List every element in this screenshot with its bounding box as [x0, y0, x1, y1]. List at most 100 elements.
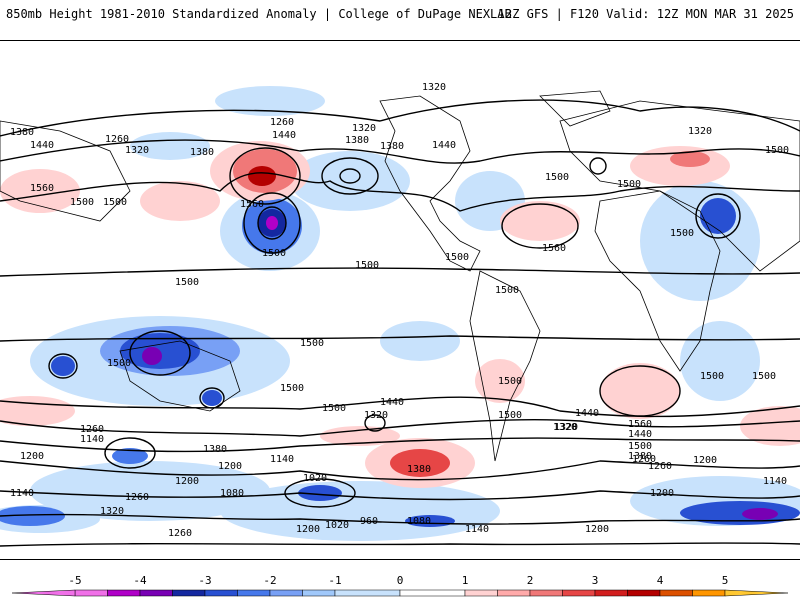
- colorbar-tick-label: 1: [462, 574, 469, 587]
- contour-label: 1380: [407, 464, 431, 475]
- contour-label: 1500: [445, 252, 469, 263]
- anomaly-area: [680, 321, 760, 401]
- contour-label: 1320: [100, 506, 124, 517]
- anomaly-area: [202, 390, 222, 406]
- contour-line: [0, 437, 800, 453]
- contour-label: 1440: [272, 130, 296, 141]
- contour-label: 1320: [554, 422, 578, 433]
- contour-line: [0, 418, 800, 437]
- colorbar-segment: [237, 589, 271, 597]
- contour-label: 1560: [30, 183, 54, 194]
- contour-label: 1440: [380, 397, 404, 408]
- contour-label: 1500: [700, 371, 724, 382]
- contour-label: 1500: [495, 285, 519, 296]
- anomaly-area: [51, 356, 75, 376]
- contour-line: [0, 490, 800, 501]
- contour-label: 1140: [10, 488, 34, 499]
- anomaly-area: [0, 396, 75, 426]
- contour-label: 1380: [190, 147, 214, 158]
- colorbar-segment: [399, 589, 466, 597]
- contour-low: [339, 168, 361, 184]
- contour-label: 960: [360, 516, 378, 527]
- contour-label: 1440: [432, 140, 456, 151]
- contour-label: 1200: [585, 524, 609, 535]
- contour-label: 1560: [628, 419, 652, 430]
- contour-line: [0, 267, 800, 277]
- colorbar-tick-label: -4: [133, 574, 147, 587]
- contour-label: 1500: [280, 383, 304, 394]
- contour-label: 1320: [364, 410, 388, 421]
- colorbar-tick-label: 2: [527, 574, 534, 587]
- colorbar-segment: [204, 589, 238, 597]
- coastlines: [0, 90, 800, 462]
- anomaly-area: [475, 359, 525, 403]
- contour-low: [284, 478, 356, 508]
- anomaly-area: [248, 166, 276, 186]
- contour-low: [243, 192, 301, 254]
- anomaly-shading: [0, 86, 800, 541]
- anomaly-area: [740, 406, 800, 446]
- colorbar-tick-label: -5: [68, 574, 81, 587]
- contour-label: 1320: [125, 145, 149, 156]
- south-america-outline: [469, 270, 541, 462]
- contour-line: [0, 460, 800, 481]
- colorbar-segment: [464, 589, 498, 597]
- contour-label: 1500: [498, 410, 522, 421]
- colorbar-segment: [74, 589, 108, 597]
- contour-label: 1500: [765, 145, 789, 156]
- anomaly-area: [680, 501, 800, 525]
- contour-label: 1020: [303, 473, 327, 484]
- contour-label: 1500: [498, 376, 522, 387]
- contour-line: [0, 172, 800, 212]
- anomaly-area: [670, 151, 710, 167]
- colorbar-tick-label: 4: [657, 574, 664, 587]
- contour-low: [129, 330, 191, 376]
- anomaly-area: [140, 181, 220, 221]
- contour-label: 1200: [650, 488, 674, 499]
- anomaly-area: [112, 448, 148, 464]
- contour-label: 1500: [752, 371, 776, 382]
- contour-line: [0, 513, 800, 525]
- asia-east-outline: [0, 120, 131, 222]
- contour-high: [501, 203, 579, 249]
- contour-low: [104, 437, 156, 469]
- contour-label: 1080: [220, 488, 244, 499]
- anomaly-area: [600, 363, 680, 419]
- anomaly-map: 1320 1380 1260 1440 1320 1380 1440 1380 …: [0, 82, 800, 547]
- contour-label: 1200: [693, 455, 717, 466]
- anomaly-area: [215, 86, 325, 116]
- contour-high: [229, 147, 301, 205]
- contour-line: [0, 139, 800, 164]
- contour-label: 1140: [465, 524, 489, 535]
- contour-low: [589, 157, 607, 175]
- contour-line: [0, 335, 800, 342]
- anomaly-area: [290, 151, 410, 211]
- colorbar-segment: [334, 589, 401, 597]
- contour-label: 1440: [30, 140, 54, 151]
- greenland-outline: [539, 90, 611, 127]
- contour-label: 1380: [203, 444, 227, 455]
- colorbar-segment: [659, 589, 693, 597]
- contour-low: [321, 157, 379, 195]
- anomaly-area: [0, 506, 65, 526]
- colorbar-segment: [139, 589, 173, 597]
- contour-label: 1560: [542, 243, 566, 254]
- contour-line: [0, 396, 800, 418]
- header: 850mb Height 1981-2010 Standardized Anom…: [0, 0, 800, 30]
- map-panel: 1320 1380 1260 1440 1320 1380 1440 1380 …: [0, 40, 800, 560]
- contour-label: 1080: [407, 516, 431, 527]
- anomaly-area: [298, 485, 342, 501]
- contour-label: 1500: [322, 403, 346, 414]
- colorbar-tick-label: 3: [592, 574, 599, 587]
- contour-label: 1260: [632, 454, 656, 465]
- colorbar-segment: [562, 589, 596, 597]
- colorbar-scale: -5 -4 -3 -2 -1 0 1 2 3 4 5: [11, 574, 789, 597]
- anomaly-area: [130, 132, 210, 160]
- contour-label: 1500: [103, 197, 127, 208]
- colorbar-tick-label: 5: [722, 574, 729, 587]
- contour-low: [695, 193, 741, 239]
- contour-label: 1260: [105, 134, 129, 145]
- contour-label: 1320: [688, 126, 712, 137]
- contour-label: 1260: [270, 117, 294, 128]
- colorbar-segment: [627, 589, 661, 597]
